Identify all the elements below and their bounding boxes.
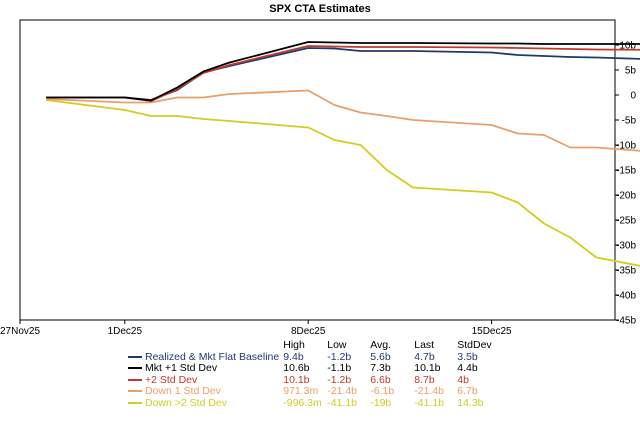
series-line-mkt-1-std-dev xyxy=(46,41,640,102)
stats-header-stddev: StdDev xyxy=(457,339,492,351)
stats-value: -996.3m xyxy=(283,396,322,409)
stats-value: 5.6b xyxy=(370,350,391,363)
series-line-down-1-std-dev xyxy=(46,89,640,152)
legend-entry: Realized & Mkt Flat Baseline xyxy=(128,350,283,364)
y-tick-label: -20b xyxy=(616,191,636,202)
stats-header-low: Low xyxy=(327,339,347,351)
plot-frame xyxy=(19,19,616,321)
stats-value: -41.1b xyxy=(327,396,358,409)
stats-row: Down >2 Std Dev -996.3m -41.1b -19b -41.1b 14… xyxy=(128,396,496,410)
series-line-realized-mkt-flat-baseline xyxy=(46,47,640,101)
stats-value: 6.7b xyxy=(457,385,478,397)
legend-label: Down >2 Std Dev xyxy=(145,396,228,409)
stats-row: Down 1 Std Dev 971.3m -21.4b -6.1b -21.4b 6.7… xyxy=(128,385,496,398)
stats-value: 3.5b xyxy=(457,350,478,363)
y-tick-label: -30b xyxy=(616,241,636,252)
chart-title: SPX CTA Estimates xyxy=(269,3,371,15)
stats-value: 10.1b xyxy=(414,362,441,374)
legend-swatch xyxy=(128,355,142,358)
stats-value: 7.3b xyxy=(370,362,391,374)
y-tick-label: -10b xyxy=(616,141,636,152)
y-tick-label: -25b xyxy=(616,216,636,227)
x-tick-label: 1Dec25 xyxy=(108,326,143,337)
stats-header-avg: Avg. xyxy=(370,339,392,351)
y-tick-label: 0 xyxy=(630,91,636,102)
stats-row: Realized & Mkt Flat Baseline 9.4b -1.2b 5.6… xyxy=(128,350,496,364)
legend-entry: +2 Std Dev xyxy=(128,373,283,387)
y-axis: 10b 5b 0 -5b -10b -15b -20b -25b -30b -35b -40b -45… xyxy=(615,41,636,327)
stats-value: 10.6b xyxy=(283,362,310,374)
stats-row: Mkt +1 Std Dev 10.6b -1.1b 7.3b 10.1b 4.4b xyxy=(128,362,496,375)
stats-row: +2 Std Dev 10.1b -1.2b 6.6b 8.7b 4b xyxy=(128,373,496,387)
stats-value: -1.2b xyxy=(327,373,352,386)
y-tick-label: -15b xyxy=(616,166,636,177)
stats-value: -21.4b xyxy=(327,385,358,397)
legend-label: Down 1 Std Dev xyxy=(145,385,221,397)
y-tick-label: 5b xyxy=(625,66,637,77)
stats-value: -6.1b xyxy=(370,385,395,397)
legend-label: Realized & Mkt Flat Baseline xyxy=(145,350,280,363)
y-tick-label: 10b xyxy=(619,41,636,52)
stats-legend-table: High Low Avg. Last StdDev Realized & Mkt… xyxy=(128,339,496,410)
stats-value: 14.3b xyxy=(457,396,484,409)
series-lines xyxy=(46,41,640,267)
stats-value: -19b xyxy=(370,396,392,409)
stats-value: 971.3m xyxy=(283,385,319,397)
y-tick-label: -35b xyxy=(616,266,636,277)
stats-header-last: Last xyxy=(414,339,435,351)
legend-entry: Mkt +1 Std Dev xyxy=(128,362,283,375)
stats-value: 4b xyxy=(457,373,469,386)
plot-border xyxy=(19,19,616,321)
series-line-2-std-dev xyxy=(46,45,640,102)
stats-value: 4.7b xyxy=(414,350,435,363)
legend-label: Mkt +1 Std Dev xyxy=(145,362,218,374)
stats-value: -1.2b xyxy=(327,350,352,363)
x-tick-label: 27Nov25 xyxy=(0,326,40,337)
stats-value: 4.4b xyxy=(457,362,478,374)
y-tick-label: -40b xyxy=(616,291,636,302)
stats-value: 9.4b xyxy=(283,350,304,363)
stats-value: 10.1b xyxy=(283,373,310,386)
legend-swatch xyxy=(128,390,142,393)
legend-swatch xyxy=(128,401,142,404)
x-tick-label: 15Dec25 xyxy=(472,326,512,337)
legend-entry: Down >2 Std Dev xyxy=(128,396,283,410)
stats-value: 6.6b xyxy=(370,373,391,386)
legend-label: +2 Std Dev xyxy=(145,373,198,386)
y-tick-label: -45b xyxy=(616,316,636,327)
series-line-down-2-std-dev xyxy=(46,99,640,267)
stats-value: -41.1b xyxy=(414,396,445,409)
stats-value: -1.1b xyxy=(327,362,352,374)
y-tick-label: -5b xyxy=(622,116,637,127)
x-tick-label: 8Dec25 xyxy=(291,326,326,337)
stats-value: -21.4b xyxy=(414,385,445,397)
line-chart: 10b 5b 0 -5b -10b -15b -20b -25b -30b -35b -40b -45… xyxy=(0,19,640,337)
stats-value: 8.7b xyxy=(414,373,435,386)
x-axis: 27Nov251Dec258Dec2515Dec2522Dec25 xyxy=(0,320,512,337)
legend-swatch xyxy=(128,367,142,370)
stats-header-high: High xyxy=(283,339,305,351)
legend-swatch xyxy=(128,378,142,381)
legend-entry: Down 1 Std Dev xyxy=(128,385,283,398)
